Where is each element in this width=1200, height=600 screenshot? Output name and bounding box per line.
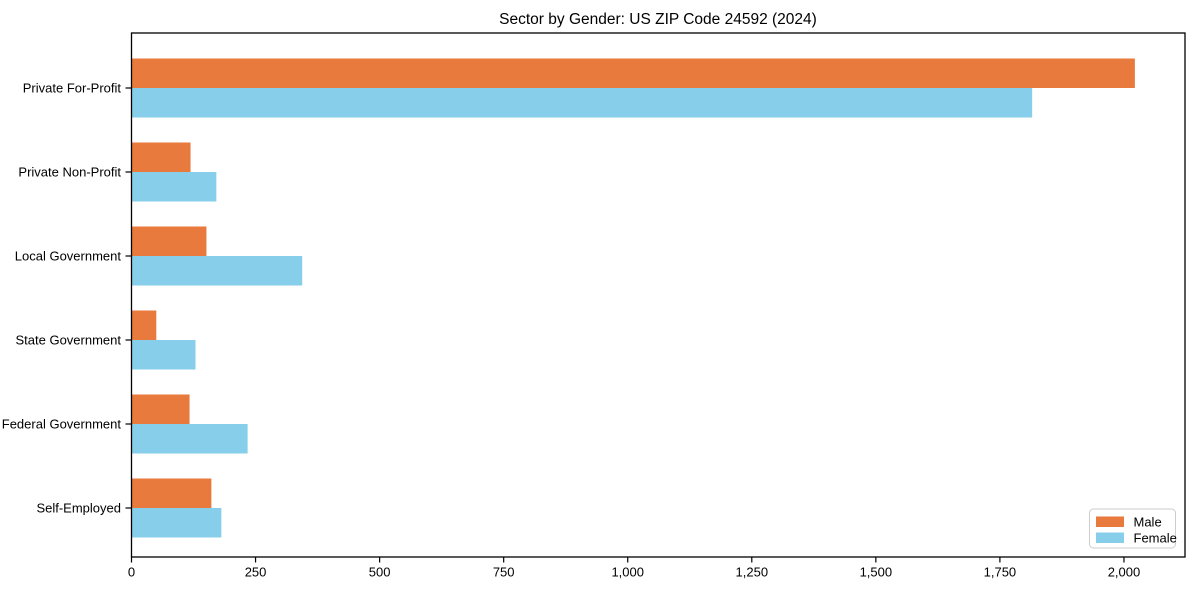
x-tick-label: 1,500 xyxy=(860,565,893,580)
plot-border xyxy=(130,32,1186,558)
bar-female-private-non-profit xyxy=(131,172,217,202)
bar-female-local-government xyxy=(131,256,303,286)
x-tick-label: 0 xyxy=(128,565,135,580)
x-tick-label: 1,250 xyxy=(736,565,769,580)
bar-male-private-non-profit xyxy=(131,142,191,172)
bar-female-federal-government xyxy=(131,424,248,454)
plot-area: Private For-Profit Private Non-Profit Loca… xyxy=(2,32,1186,580)
bar-male-state-government xyxy=(131,310,157,340)
x-tick-label: 2,000 xyxy=(1108,565,1141,580)
bar-female-self-employed xyxy=(131,508,222,538)
legend-swatch-female xyxy=(1096,532,1124,543)
legend-label-male: Male xyxy=(1134,515,1162,530)
category-label-local-government: Local Government xyxy=(15,249,122,264)
chart-title: Sector by Gender: US ZIP Code 24592 (202… xyxy=(499,11,817,28)
x-tick-label: 500 xyxy=(369,565,391,580)
category-label-federal-government: Federal Government xyxy=(2,417,122,432)
category-label-self-employed: Self-Employed xyxy=(36,501,121,516)
legend-label-female: Female xyxy=(1134,531,1177,546)
category-label-private-non-profit: Private Non-Profit xyxy=(18,165,121,180)
x-tick-label: 1,750 xyxy=(984,565,1017,580)
x-tick-label: 1,000 xyxy=(611,565,644,580)
bar-male-local-government xyxy=(131,226,207,256)
legend-swatch-male xyxy=(1096,516,1124,527)
bar-male-federal-government xyxy=(131,394,190,424)
x-tick-label: 250 xyxy=(245,565,267,580)
bar-male-self-employed xyxy=(131,478,212,508)
category-label-state-government: State Government xyxy=(16,333,122,348)
bar-female-private-for-profit xyxy=(131,88,1033,118)
bar-male-private-for-profit xyxy=(131,58,1135,88)
x-tick-label: 750 xyxy=(493,565,515,580)
category-label-private-for-profit: Private For-Profit xyxy=(23,81,122,96)
bar-female-state-government xyxy=(131,340,196,370)
